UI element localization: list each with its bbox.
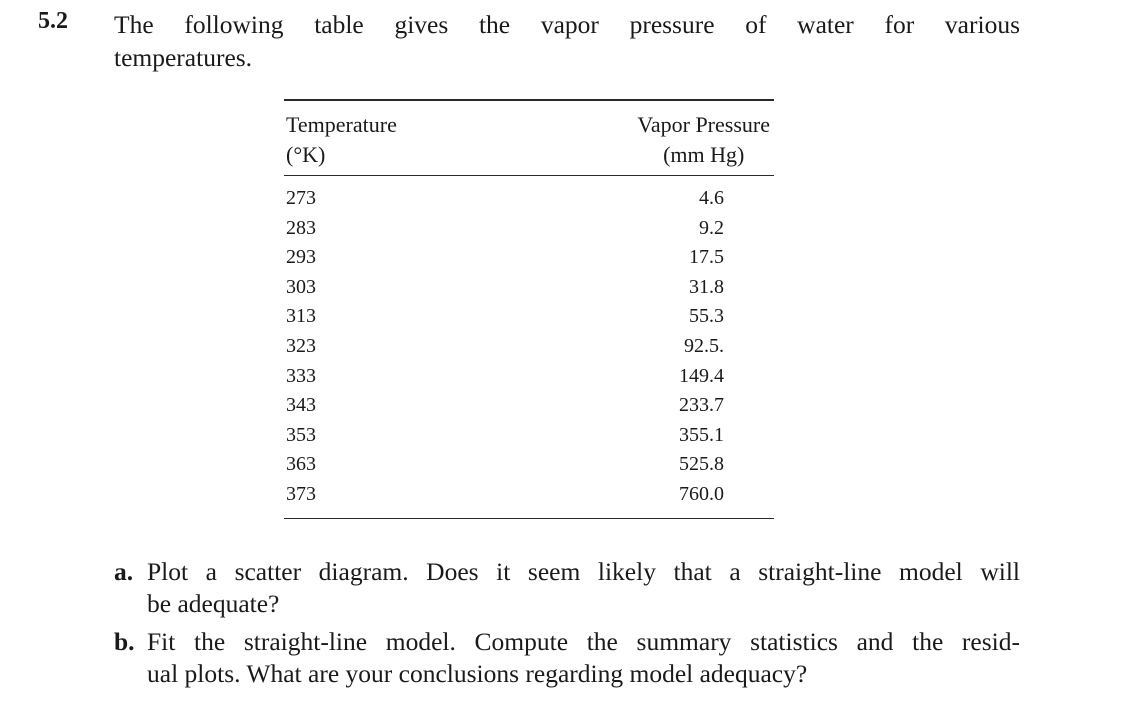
- table-row: 283 9.2: [284, 214, 774, 244]
- temperature-cell: 273: [286, 187, 316, 209]
- temperature-cell: 333: [286, 364, 316, 387]
- table-header-rule: [284, 174, 774, 176]
- part-b: b. Fit the straight-line model. Compute …: [114, 626, 1020, 690]
- pressure-header-unit: (mm Hg): [663, 141, 745, 167]
- table-row: 303 31.8: [284, 273, 774, 303]
- vapor-pressure-table: Temperature (°K) Vapor Pressure (mm Hg) …: [284, 99, 774, 520]
- pressure-cell: 92.5.: [684, 334, 724, 357]
- table-row: 373 760.0: [284, 480, 774, 510]
- pressure-header-label: Vapor Pressure: [637, 111, 770, 137]
- temperature-cell: 283: [286, 216, 316, 239]
- temperature-cell: 343: [286, 394, 316, 417]
- part-a-line-2: be adequate?: [147, 589, 280, 618]
- part-a-line-1: Plot a scatter diagram. Does it seem lik…: [147, 557, 1020, 586]
- table-row: 313 55.3: [284, 302, 774, 332]
- pressure-cell: 760.0: [679, 482, 724, 505]
- problem-statement: The following table gives the vapor pres…: [114, 8, 1020, 74]
- pressure-cell: 149.4: [679, 364, 724, 387]
- table-row: 333 149.4: [284, 362, 774, 392]
- part-b-line-1: Fit the straight-line model. Compute the…: [147, 627, 1020, 656]
- table-row: 343 233.7: [284, 391, 774, 421]
- pressure-cell: 233.7: [679, 394, 724, 417]
- pressure-cell: 355.1: [679, 423, 724, 446]
- part-a: a. Plot a scatter diagram. Does it seem …: [114, 556, 1020, 620]
- problem-statement-line-1: The following table gives the vapor pres…: [114, 10, 1020, 39]
- pressure-cell: 17.5: [689, 246, 724, 269]
- table-top-rule: [284, 99, 774, 101]
- problem-number: 5.2: [38, 8, 68, 34]
- pressure-column-header: Vapor Pressure (mm Hg): [637, 110, 770, 170]
- problem-statement-line-2: temperatures.: [114, 43, 253, 72]
- table-header: Temperature (°K) Vapor Pressure (mm Hg): [284, 101, 774, 175]
- pressure-cell: 4.6: [699, 187, 724, 209]
- temperature-cell: 323: [286, 334, 316, 357]
- pressure-cell: 31.8: [689, 275, 724, 298]
- part-b-line-2: ual plots. What are your conclusions reg…: [147, 659, 808, 688]
- temperature-column-header: Temperature (°K): [286, 110, 397, 170]
- table-row: 273 4.6: [284, 184, 774, 214]
- table-body: 273 4.6 283 9.2 293 17.5 303 31.8 313 55…: [284, 176, 774, 518]
- table-row: 323 92.5.: [284, 332, 774, 362]
- pressure-cell: 525.8: [679, 453, 724, 476]
- temperature-cell: 303: [286, 275, 316, 298]
- pressure-cell: 9.2: [699, 216, 724, 239]
- table-bottom-rule: [284, 517, 774, 520]
- temperature-cell: 353: [286, 423, 316, 446]
- part-a-letter: a.: [114, 557, 134, 586]
- table-row: 363 525.8: [284, 450, 774, 480]
- temperature-header-unit: (°K): [286, 141, 326, 167]
- table-row: 293 17.5: [284, 243, 774, 273]
- table-row: 353 355.1: [284, 421, 774, 451]
- temperature-cell: 373: [286, 482, 316, 505]
- temperature-cell: 313: [286, 305, 316, 328]
- part-b-letter: b.: [114, 627, 135, 656]
- temperature-header-label: Temperature: [286, 111, 397, 137]
- problem-parts: a. Plot a scatter diagram. Does it seem …: [114, 556, 1020, 696]
- pressure-cell: 55.3: [689, 305, 724, 328]
- temperature-cell: 293: [286, 246, 316, 269]
- temperature-cell: 363: [286, 453, 316, 476]
